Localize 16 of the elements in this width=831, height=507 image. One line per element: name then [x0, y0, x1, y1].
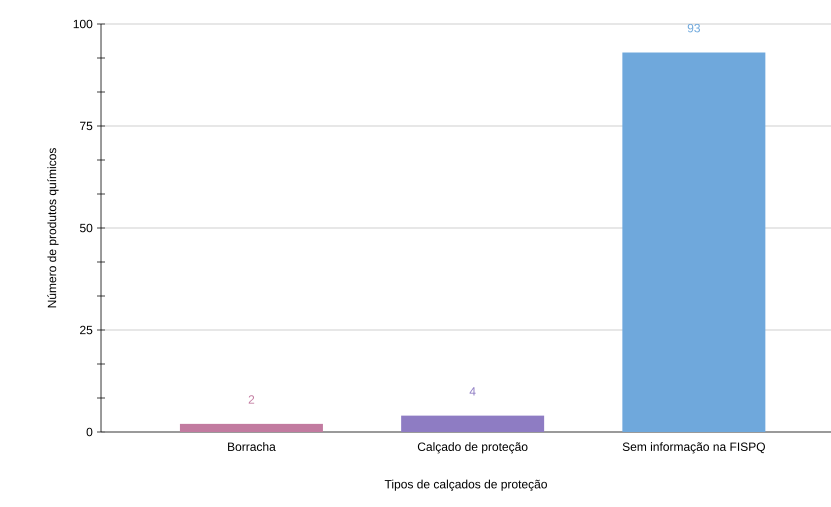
- x-tick-label: Sem informação na FISPQ: [622, 442, 765, 454]
- y-tick-label: 50: [80, 224, 92, 232]
- y-tick-label: 100: [74, 20, 92, 28]
- data-label: 93: [688, 24, 700, 32]
- x-tick-label: Calçado de proteção: [418, 442, 528, 454]
- y-tick-label: 25: [80, 326, 92, 334]
- bar: [180, 424, 323, 432]
- bar: [401, 416, 544, 432]
- data-label: 2: [248, 395, 254, 404]
- bar: [622, 52, 766, 432]
- data-label: 4: [470, 387, 476, 396]
- y-tick-label: 75: [80, 122, 92, 130]
- y-tick-label: 0: [86, 428, 92, 436]
- y-axis-title: Número de produtos químicos: [47, 148, 59, 308]
- x-axis-title: Tipos de calçados de proteção: [384, 480, 547, 491]
- x-tick-label: Borracha: [228, 442, 276, 452]
